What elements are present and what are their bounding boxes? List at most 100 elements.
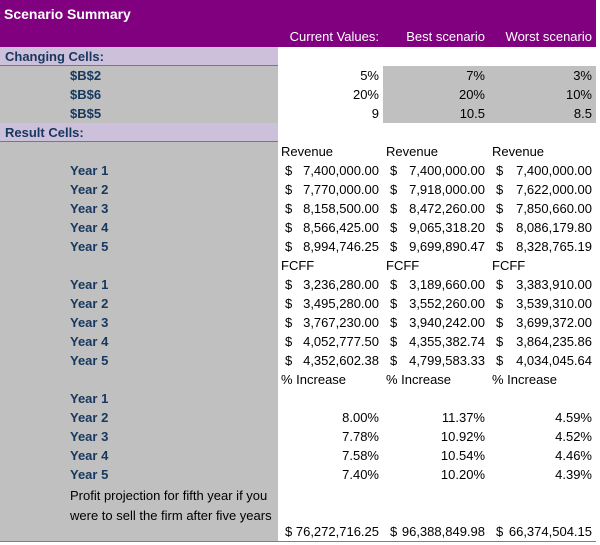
currency-symbol: $ (390, 182, 398, 197)
value-cell: 4,799,583.33 (409, 353, 485, 368)
projection-label: Profit projection for fifth year if you … (70, 488, 272, 523)
row-label: Year 2 (70, 296, 109, 311)
section-heading: FCFF (492, 258, 526, 273)
row-label: Year 3 (70, 201, 109, 216)
currency-symbol: $ (285, 334, 293, 349)
value-cell: 5% (360, 68, 379, 83)
value-cell: 4,355,382.74 (409, 334, 485, 349)
section-heading: Revenue (492, 144, 545, 159)
value-cell: 8,472,260.00 (409, 201, 485, 216)
currency-symbol: $ (496, 315, 504, 330)
value-cell: 9 (371, 106, 379, 121)
currency-symbol: $ (496, 163, 504, 178)
value-cell: 8,994,746.25 (303, 239, 379, 254)
value-cell: 3,864,235.86 (516, 334, 592, 349)
row-label: $B$6 (70, 87, 102, 102)
value-cell: 4.39% (555, 467, 592, 482)
value-cell: 7,400,000.00 (409, 163, 485, 178)
row-label: Year 4 (70, 448, 109, 463)
label-column (0, 142, 278, 541)
value-cell: 3,940,242.00 (409, 315, 485, 330)
currency-symbol: $ (285, 239, 293, 254)
value-cell: 3,699,372.00 (516, 315, 592, 330)
currency-symbol: $ (285, 524, 293, 539)
value-cell: 9,065,318.20 (409, 220, 485, 235)
value-cell: 3,767,230.00 (303, 315, 379, 330)
currency-symbol: $ (285, 163, 293, 178)
currency-symbol: $ (390, 353, 398, 368)
value-cell: 8,566,425.00 (303, 220, 379, 235)
value-cell: 3,189,660.00 (409, 277, 485, 292)
value-cell: 4,052,777.50 (303, 334, 379, 349)
row-label: Year 1 (70, 163, 109, 178)
row-label: Year 1 (70, 277, 109, 292)
value-cell: 11.37% (441, 410, 485, 425)
value-cell: 96,388,849.98 (401, 524, 485, 539)
row-label: Year 3 (70, 315, 109, 330)
currency-symbol: $ (390, 315, 398, 330)
currency-symbol: $ (496, 334, 504, 349)
value-cell: 8,086,179.80 (516, 220, 592, 235)
currency-symbol: $ (285, 315, 293, 330)
row-label: Year 1 (70, 391, 109, 406)
value-cell: 20% (458, 87, 485, 102)
currency-symbol: $ (390, 163, 398, 178)
value-cell: 8.5 (573, 106, 592, 121)
currency-symbol: $ (390, 220, 398, 235)
row-label: Year 3 (70, 429, 109, 444)
currency-symbol: $ (285, 201, 293, 216)
section-heading: % Increase (386, 372, 452, 387)
section-heading: % Increase (492, 372, 558, 387)
section-heading: % Increase (281, 372, 347, 387)
row-label: $B$2 (70, 68, 102, 83)
value-cell: 7.58% (342, 448, 379, 463)
row-label: Year 5 (70, 353, 109, 368)
column-header: Current Values: (289, 29, 379, 44)
value-cell: 10.5 (459, 106, 485, 121)
value-cell: 3,552,260.00 (409, 296, 485, 311)
currency-symbol: $ (285, 277, 293, 292)
value-cell: 4.59% (555, 410, 592, 425)
value-cell: 10.92% (440, 429, 485, 444)
section-heading: Revenue (386, 144, 439, 159)
currency-symbol: $ (496, 182, 504, 197)
value-cell: 3,383,910.00 (516, 277, 592, 292)
value-cell: 4.52% (555, 429, 592, 444)
current-cell (278, 85, 383, 104)
row-label: Year 5 (70, 239, 109, 254)
value-cell: 7,770,000.00 (303, 182, 379, 197)
value-cell: 7,400,000.00 (303, 163, 379, 178)
value-cell: 10% (565, 87, 592, 102)
value-cell: 76,272,716.25 (295, 524, 379, 539)
column-header: Worst scenario (505, 29, 592, 44)
column-header: Best scenario (406, 29, 485, 44)
row-label: Year 4 (70, 334, 109, 349)
currency-symbol: $ (496, 353, 504, 368)
value-cell: 3,236,280.00 (303, 277, 379, 292)
value-cell: 7% (466, 68, 485, 83)
currency-symbol: $ (390, 277, 398, 292)
currency-symbol: $ (496, 524, 504, 539)
current-cell (278, 66, 383, 85)
value-cell: 8,158,500.00 (303, 201, 379, 216)
currency-symbol: $ (285, 353, 293, 368)
value-cell: 3,539,310.00 (516, 296, 592, 311)
currency-symbol: $ (390, 524, 398, 539)
value-cell: 7,850,660.00 (516, 201, 592, 216)
currency-symbol: $ (390, 334, 398, 349)
value-cell: 4,352,602.38 (303, 353, 379, 368)
value-cell: 7.40% (342, 467, 379, 482)
section-row (0, 47, 278, 66)
value-cell: 10.20% (440, 467, 485, 482)
section-row (0, 123, 278, 142)
currency-symbol: $ (285, 220, 293, 235)
row-label: Year 2 (70, 182, 109, 197)
section-heading: Revenue (281, 144, 334, 159)
value-cell: 66,374,504.15 (508, 524, 592, 539)
current-cell (278, 104, 383, 123)
row-label: Year 5 (70, 467, 109, 482)
currency-symbol: $ (496, 296, 504, 311)
row-label: Year 4 (70, 220, 109, 235)
bottom-border (0, 541, 596, 542)
